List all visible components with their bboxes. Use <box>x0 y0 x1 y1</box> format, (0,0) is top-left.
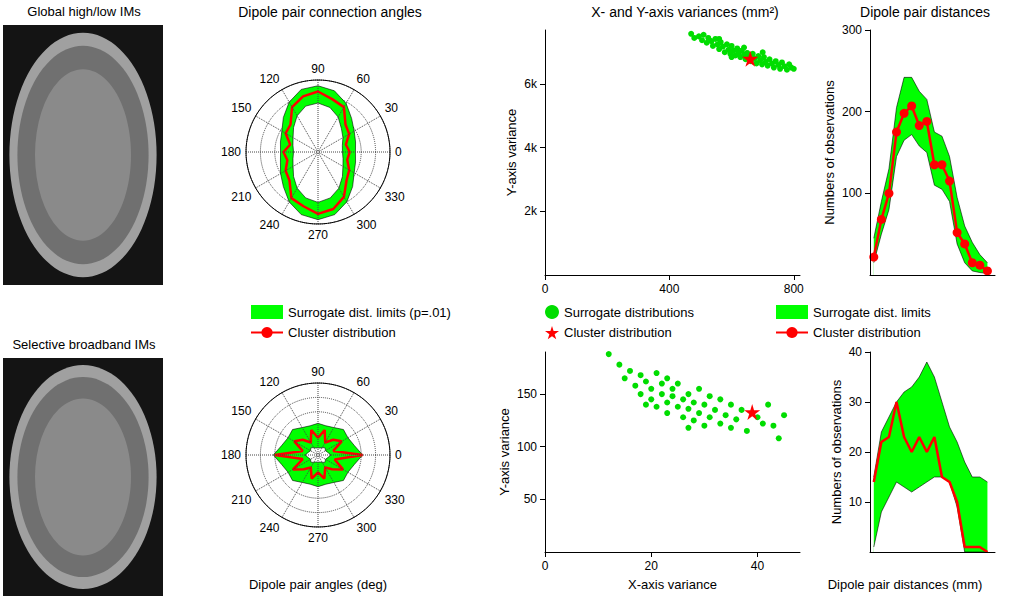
svg-text:150: 150 <box>517 387 537 401</box>
svg-text:0: 0 <box>542 559 549 573</box>
svg-text:2k: 2k <box>524 204 538 218</box>
svg-text:Surrogate distributions: Surrogate distributions <box>564 305 695 320</box>
svg-text:90: 90 <box>311 62 325 76</box>
svg-text:60: 60 <box>357 375 371 389</box>
svg-text:300: 300 <box>842 23 862 37</box>
svg-text:30: 30 <box>849 395 863 409</box>
svg-text:Dipole pair angles (deg): Dipole pair angles (deg) <box>249 577 387 592</box>
svg-text:180: 180 <box>221 145 241 159</box>
svg-text:50: 50 <box>524 492 538 506</box>
svg-text:90: 90 <box>311 365 325 379</box>
svg-text:Dipole pair connection angles: Dipole pair connection angles <box>238 4 422 20</box>
svg-text:Dipole pair distances: Dipole pair distances <box>860 4 990 20</box>
svg-text:X-axis variance: X-axis variance <box>628 577 717 592</box>
svg-text:Dipole pair distances (mm): Dipole pair distances (mm) <box>828 577 983 592</box>
svg-text:0: 0 <box>395 145 402 159</box>
svg-text:40: 40 <box>751 559 765 573</box>
svg-text:210: 210 <box>231 493 251 507</box>
svg-text:270: 270 <box>308 531 328 545</box>
svg-text:330: 330 <box>385 190 405 204</box>
svg-text:X- and Y-axis variances (mm²): X- and Y-axis variances (mm²) <box>591 4 779 20</box>
svg-text:300: 300 <box>357 218 377 232</box>
svg-text:60: 60 <box>357 72 371 86</box>
svg-text:300: 300 <box>357 521 377 535</box>
svg-text:150: 150 <box>231 404 251 418</box>
svg-text:270: 270 <box>308 228 328 242</box>
svg-text:Y-axis variance: Y-axis variance <box>504 109 519 197</box>
svg-text:4k: 4k <box>524 141 538 155</box>
svg-text:0: 0 <box>542 282 549 296</box>
svg-text:240: 240 <box>259 218 279 232</box>
svg-text:Cluster distribution: Cluster distribution <box>288 325 396 340</box>
svg-text:Surrogate dist. limits: Surrogate dist. limits <box>813 305 931 320</box>
svg-text:Cluster distribution: Cluster distribution <box>564 325 672 340</box>
svg-text:40: 40 <box>849 345 863 359</box>
svg-text:20: 20 <box>849 445 863 459</box>
svg-text:Cluster distribution: Cluster distribution <box>813 325 921 340</box>
svg-text:210: 210 <box>231 190 251 204</box>
svg-text:120: 120 <box>259 375 279 389</box>
svg-text:200: 200 <box>842 105 862 119</box>
svg-text:30: 30 <box>385 101 399 115</box>
svg-text:Y-axis variance: Y-axis variance <box>497 408 512 496</box>
svg-text:400: 400 <box>659 282 679 296</box>
svg-text:800: 800 <box>784 282 804 296</box>
svg-text:120: 120 <box>259 72 279 86</box>
svg-text:0: 0 <box>395 448 402 462</box>
svg-text:150: 150 <box>231 101 251 115</box>
svg-text:10: 10 <box>849 495 863 509</box>
svg-text:6k: 6k <box>524 77 538 91</box>
svg-text:30: 30 <box>385 404 399 418</box>
svg-text:100: 100 <box>842 186 862 200</box>
svg-text:180: 180 <box>221 448 241 462</box>
svg-text:Global high/low IMs: Global high/low IMs <box>27 4 141 19</box>
svg-text:Numbers of observations: Numbers of observations <box>829 379 844 524</box>
svg-text:Numbers of observations: Numbers of observations <box>822 80 837 225</box>
svg-text:Surrogate dist. limits (p=.01): Surrogate dist. limits (p=.01) <box>288 305 451 320</box>
svg-text:Selective broadband IMs: Selective broadband IMs <box>12 337 156 352</box>
svg-text:330: 330 <box>385 493 405 507</box>
svg-text:240: 240 <box>259 521 279 535</box>
svg-text:100: 100 <box>517 440 537 454</box>
svg-text:20: 20 <box>645 559 659 573</box>
